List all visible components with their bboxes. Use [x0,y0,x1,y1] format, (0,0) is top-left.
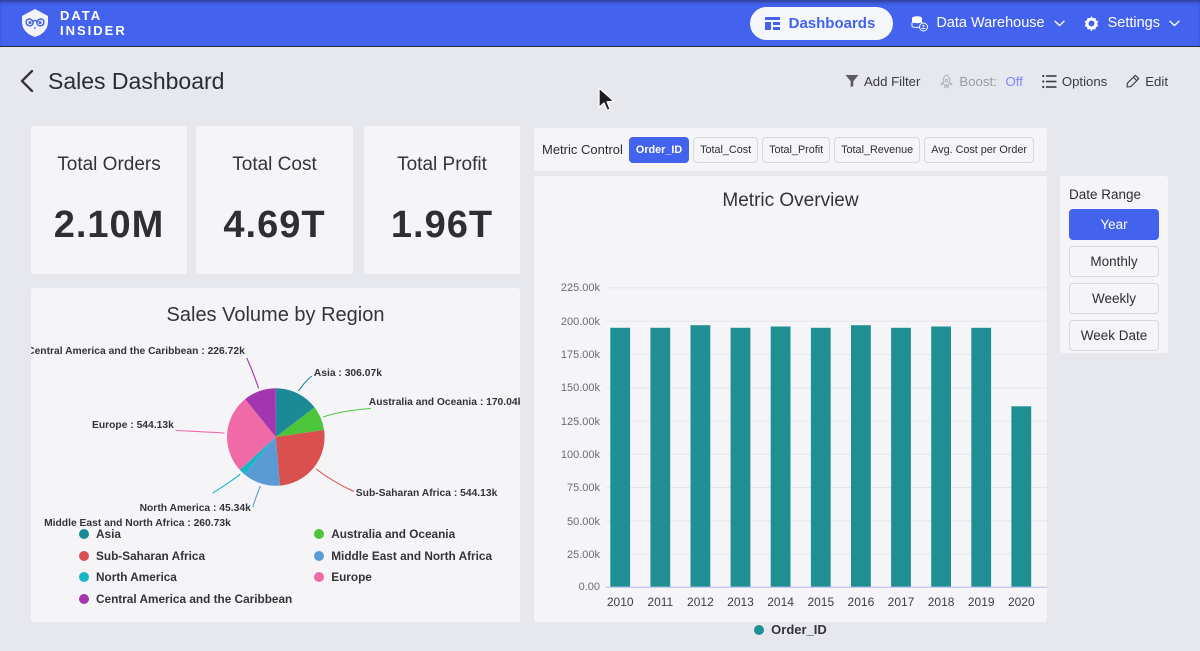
svg-text:2013: 2013 [727,595,754,609]
svg-text:2019: 2019 [968,595,995,609]
svg-text:2015: 2015 [807,595,834,609]
svg-text:Central America and the Caribb: Central America and the Caribbean : 226.… [31,346,245,357]
svg-text:225.00k: 225.00k [561,282,601,294]
svg-text:2020: 2020 [1008,595,1035,609]
svg-text:North America : 45.34k: North America : 45.34k [140,503,251,514]
svg-text:150.00k: 150.00k [561,382,601,394]
svg-text:2011: 2011 [647,595,673,609]
svg-text:2014: 2014 [767,595,794,609]
svg-text:75.00k: 75.00k [567,482,601,494]
svg-text:2017: 2017 [888,595,915,609]
svg-text:50.00k: 50.00k [567,516,601,528]
svg-text:100.00k: 100.00k [561,449,601,461]
svg-text:Sub-Saharan Africa : 544.13k: Sub-Saharan Africa : 544.13k [356,488,498,499]
svg-text:2016: 2016 [848,595,875,609]
svg-text:Australia and Oceania : 170.04: Australia and Oceania : 170.04k [369,397,520,408]
svg-text:Europe : 544.13k: Europe : 544.13k [92,420,174,431]
svg-text:2012: 2012 [687,595,714,609]
svg-text:Middle East and North Africa :: Middle East and North Africa : 260.73k [44,518,231,527]
svg-text:125.00k: 125.00k [561,416,601,428]
svg-text:Asia : 306.07k: Asia : 306.07k [314,368,382,379]
svg-text:2018: 2018 [928,595,955,609]
svg-text:200.00k: 200.00k [561,316,601,328]
svg-text:2010: 2010 [607,595,634,609]
svg-text:175.00k: 175.00k [561,349,601,361]
svg-text:0.00: 0.00 [579,581,600,593]
svg-text:25.00k: 25.00k [567,549,601,561]
